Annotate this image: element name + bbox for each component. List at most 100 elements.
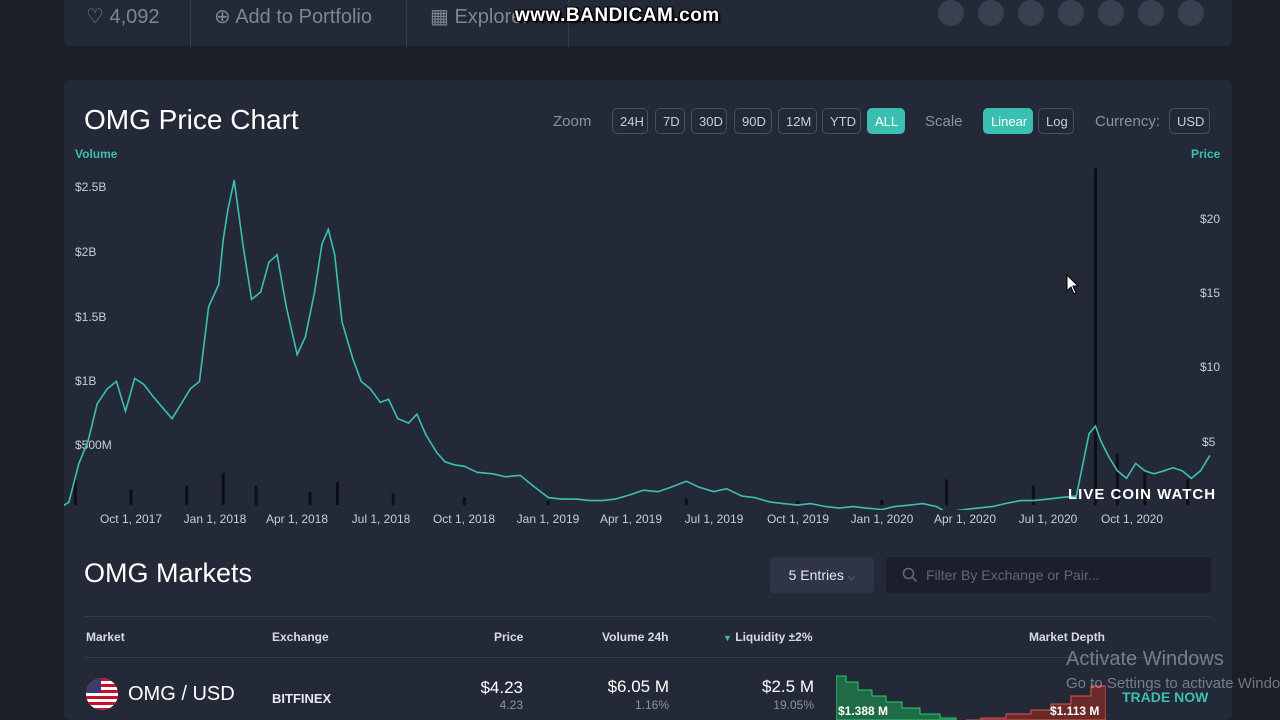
date-tick-label: Jan 1, 2019	[516, 512, 580, 526]
price-point	[642, 489, 645, 492]
market-filter-input[interactable]	[886, 557, 1211, 593]
currency-select[interactable]: USD	[1169, 108, 1210, 134]
price-point	[754, 496, 756, 499]
price-point	[825, 505, 827, 508]
price-point	[78, 462, 80, 465]
social-link-icon[interactable]	[938, 0, 964, 26]
price-point	[321, 243, 323, 246]
volume-bar	[546, 501, 550, 505]
price-point	[1125, 477, 1128, 480]
date-tick-label: Oct 1, 2017	[99, 512, 163, 526]
social-link-icon[interactable]	[1138, 0, 1164, 26]
price-point	[1116, 470, 1119, 472]
volume-bar	[308, 492, 312, 505]
scale-label: Scale	[925, 113, 963, 130]
price-point	[1094, 425, 1097, 427]
zoom-12m-button[interactable]: 12M	[778, 108, 817, 134]
price-point	[976, 507, 979, 509]
social-link-icon[interactable]	[1058, 0, 1084, 26]
column-header-exchange[interactable]: Exchange	[272, 630, 329, 644]
zoom-90d-button[interactable]: 90D	[734, 108, 772, 134]
price-series-line	[64, 180, 1211, 510]
explorer-label: Explorer	[454, 6, 529, 28]
volume-tick-label: $1.5B	[75, 310, 107, 324]
date-tick-label: Apr 1, 2020	[933, 512, 997, 526]
volume-bar	[221, 472, 225, 505]
currency-label: Currency:	[1095, 113, 1161, 130]
price-point	[782, 502, 784, 505]
column-header-liquidity[interactable]: ▼ Liquidity ±2%	[723, 630, 813, 644]
price-point	[809, 502, 812, 505]
price-point	[670, 486, 672, 489]
price-point	[333, 254, 336, 256]
price-point	[991, 505, 994, 508]
scale-linear-button[interactable]: Linear	[983, 108, 1033, 134]
price-point	[1075, 495, 1078, 497]
liquidity-share: 19.05%	[773, 698, 814, 712]
social-link-icon[interactable]	[1178, 0, 1204, 26]
price-point	[476, 471, 478, 474]
zoom-all-button[interactable]: ALL	[867, 108, 905, 134]
price-point	[276, 254, 278, 256]
price-point	[198, 380, 201, 383]
market-pair[interactable]: OMG / USD	[128, 683, 235, 705]
price-point	[698, 486, 700, 489]
column-header-volume[interactable]: Volume 24h	[602, 630, 669, 644]
price-point	[1019, 499, 1022, 502]
volume-bar	[1186, 479, 1190, 505]
price-point	[504, 476, 507, 478]
price-point	[685, 480, 688, 483]
mouse-cursor-icon	[1066, 274, 1080, 295]
price-point	[379, 401, 382, 404]
price-point	[1199, 470, 1202, 472]
volume-tick-label: $1B	[75, 374, 97, 388]
price-point	[560, 498, 562, 500]
price-point	[657, 490, 659, 493]
zoom-ytd-button[interactable]: YTD	[822, 108, 861, 134]
social-link-icon[interactable]	[1018, 0, 1044, 26]
column-header-price[interactable]: Price	[494, 630, 524, 644]
depth-bid-value: $1.388 M	[838, 704, 889, 718]
favorites-count[interactable]: ♡ 4,092	[86, 6, 160, 28]
depth-ask-value: $1.113 M	[1050, 704, 1100, 718]
price-point	[588, 499, 591, 502]
zoom-30d-button[interactable]: 30D	[691, 108, 727, 134]
price-point	[259, 291, 262, 293]
coin-action-bar: ♡ 4,092 ⊕ Add to Portfolio ▦ Explorer	[64, 0, 1232, 48]
price-point	[444, 461, 447, 463]
price-point	[881, 508, 883, 510]
volume-bar	[462, 497, 466, 505]
social-link-icon[interactable]	[1098, 0, 1124, 26]
entries-select[interactable]: 5 Entries ⌵	[770, 557, 874, 593]
price-point	[360, 380, 363, 383]
explorer-button[interactable]: ▦ Explorer	[430, 6, 529, 28]
price-point	[387, 398, 390, 401]
scale-log-button[interactable]: Log	[1038, 108, 1074, 134]
price-tick-label: $15	[1200, 286, 1221, 300]
social-link-icon[interactable]	[978, 0, 1004, 26]
price-point	[106, 388, 109, 390]
date-tick-label: Jul 1, 2019	[684, 512, 744, 526]
price-point	[532, 484, 534, 487]
zoom-7d-button[interactable]: 7D	[655, 108, 685, 134]
date-tick-label: Jul 1, 2020	[1018, 512, 1078, 526]
price-point	[124, 410, 127, 412]
trade-now-button[interactable]: TRADE NOW	[1122, 689, 1209, 705]
activate-windows-title: Activate Windows	[1066, 648, 1224, 670]
add-portfolio-button[interactable]: ⊕ Add to Portfolio	[214, 6, 372, 28]
column-header-market[interactable]: Market	[86, 630, 125, 644]
price-point	[922, 502, 924, 505]
volume-bar	[880, 499, 884, 505]
price-volume-chart[interactable]	[64, 160, 1232, 510]
divider	[568, 0, 569, 48]
zoom-24h-button[interactable]: 24H	[612, 108, 648, 134]
price-point	[152, 395, 154, 398]
divider	[84, 616, 1210, 617]
price-point	[327, 228, 330, 231]
price-point	[453, 464, 456, 466]
volume-bar	[129, 489, 133, 505]
exchange-name[interactable]: BITFINEX	[272, 691, 332, 706]
volume-bar	[391, 493, 395, 505]
price-point	[1004, 502, 1006, 505]
price-point	[1153, 473, 1155, 475]
